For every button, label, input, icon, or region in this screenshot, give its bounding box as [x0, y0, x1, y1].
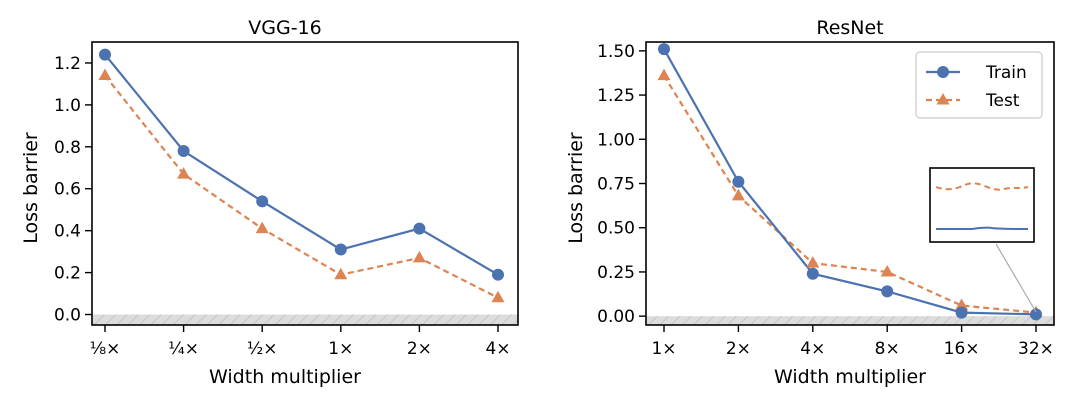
resnet-title: ResNet	[816, 17, 883, 39]
train-point	[177, 145, 190, 158]
test-point	[334, 267, 348, 280]
resnet-series-lines	[663, 48, 1037, 316]
resnet-x-ticks: 1× 2× 4× 8× 16× 32×	[651, 325, 1054, 359]
y-tick-label: 0.8	[54, 138, 81, 158]
train-point	[955, 306, 968, 319]
inset-connector-line	[995, 243, 1037, 313]
test-point	[731, 188, 745, 201]
test-point	[880, 264, 894, 277]
negative-region-band	[92, 314, 518, 325]
resnet-panel: 0.00 0.25 0.50 0.75 1.00 1.25 1.50 1× 2× 4× 8× 16×…	[565, 17, 1055, 388]
resnet-series-markers	[657, 43, 1043, 321]
inset-train-curve	[936, 226, 1029, 230]
vgg16-series-lines	[104, 53, 499, 299]
train-point	[658, 43, 670, 56]
y-tick-label: 1.50	[597, 42, 635, 62]
x-tick-label: ⅛×	[90, 339, 121, 359]
resnet-y-ticks: 0.00 0.25 0.50 0.75 1.00 1.25 1.50	[597, 42, 646, 327]
y-tick-label: 1.25	[597, 86, 635, 106]
y-tick-label: 0.00	[597, 307, 635, 327]
x-tick-label: 4×	[800, 339, 825, 359]
vgg16-panel: 0.0 0.2 0.4 0.6 0.8 1.0 1.2 ⅛× ¼× ½× 1× 2× 4× VGG-1…	[20, 17, 519, 388]
x-tick-label: ¼×	[168, 339, 199, 359]
x-tick-label: 1×	[328, 339, 353, 359]
test-point	[177, 167, 191, 179]
x-tick-label: 2×	[407, 339, 432, 359]
x-tick-label: 2×	[726, 339, 751, 359]
legend-test-label: Test	[985, 91, 1020, 111]
train-point	[732, 175, 745, 188]
train-point	[99, 48, 111, 61]
y-tick-label: 0.25	[597, 263, 635, 283]
vgg16-series-markers	[98, 48, 505, 303]
train-point	[492, 268, 504, 281]
negative-region-band	[646, 316, 1054, 325]
y-tick-label: 0.0	[54, 306, 81, 326]
y-tick-label: 1.00	[597, 130, 635, 150]
vgg16-y-axis-label: Loss barrier	[20, 132, 42, 244]
train-point	[334, 243, 347, 256]
y-tick-label: 0.75	[597, 175, 635, 195]
legend-train-marker	[937, 66, 949, 78]
y-tick-label: 1.0	[54, 96, 81, 116]
resnet-y-axis-label: Loss barrier	[565, 132, 587, 244]
train-point	[806, 267, 819, 280]
y-tick-label: 0.4	[54, 222, 81, 242]
train-point	[413, 222, 426, 235]
y-tick-label: 0.2	[54, 264, 81, 284]
train-point	[1030, 308, 1042, 321]
train-point	[881, 285, 894, 298]
x-tick-label: 16×	[944, 339, 980, 359]
test-point	[255, 221, 269, 234]
y-tick-label: 0.6	[54, 180, 81, 200]
y-tick-label: 1.2	[54, 54, 81, 74]
inset-box	[929, 167, 1035, 243]
vgg16-x-axis-label: Width multiplier	[209, 366, 361, 388]
x-tick-label: 4×	[485, 339, 510, 359]
vgg16-y-ticks: 0.0 0.2 0.4 0.6 0.8 1.0 1.2	[54, 54, 92, 326]
x-tick-label: ½×	[247, 339, 278, 359]
test-series-line	[104, 74, 499, 299]
test-point	[491, 290, 505, 303]
x-tick-label: 32×	[1018, 339, 1054, 359]
test-point	[806, 256, 820, 268]
test-point	[657, 68, 671, 81]
train-point	[256, 195, 269, 208]
x-tick-label: 8×	[875, 339, 900, 359]
legend-box	[915, 51, 1043, 119]
vgg16-x-ticks: ⅛× ¼× ½× 1× 2× 4×	[90, 325, 511, 359]
legend-train-label: Train	[985, 63, 1027, 83]
vgg16-title: VGG-16	[248, 17, 321, 39]
test-point	[955, 298, 969, 311]
train-series-line	[104, 53, 499, 276]
train-series-line	[663, 48, 1037, 316]
resnet-x-axis-label: Width multiplier	[774, 366, 926, 388]
x-tick-label: 1×	[651, 339, 676, 359]
test-point	[98, 68, 112, 81]
test-series-line	[663, 75, 1037, 314]
y-tick-label: 0.50	[597, 219, 635, 239]
legend-test-marker	[936, 93, 950, 105]
test-point	[412, 250, 426, 263]
zoom-inset	[929, 167, 1037, 313]
vgg16-plot-frame	[91, 41, 519, 326]
legend: Train Test	[915, 51, 1043, 119]
